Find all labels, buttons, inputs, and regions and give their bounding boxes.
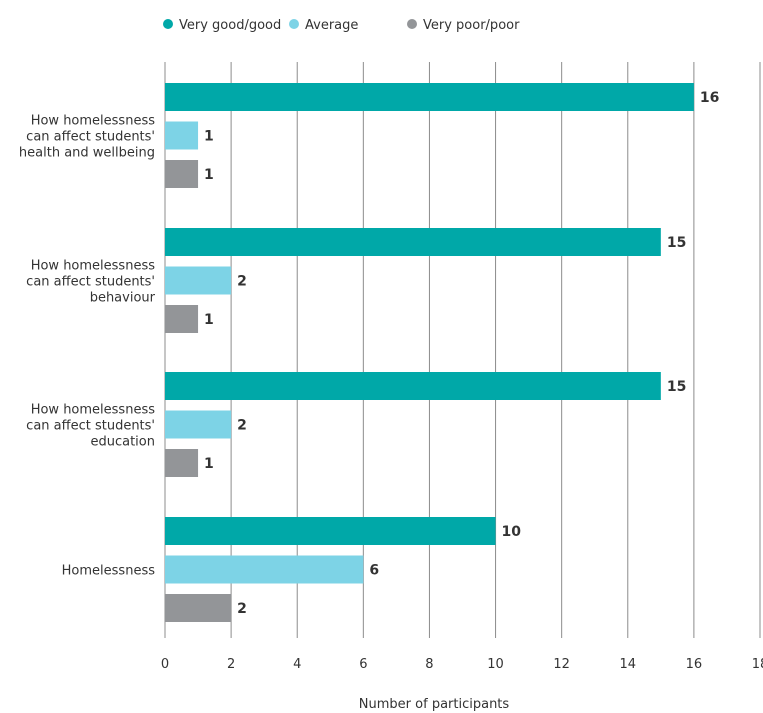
category-label-line: can affect students'	[26, 275, 155, 290]
bar	[165, 266, 232, 295]
category-label-line: How homelessness	[31, 403, 156, 418]
bar-value-label: 2	[237, 601, 247, 617]
x-tick-label: 12	[553, 657, 570, 672]
x-tick-label: 4	[293, 657, 301, 672]
category-label: How homelessness can affect students' beha…	[26, 259, 155, 306]
category-label-line: Homelessness	[62, 564, 156, 579]
category-label: How homelessness can affect students' heal…	[19, 114, 155, 161]
bar	[165, 228, 661, 256]
bar-value-label: 16	[700, 90, 719, 106]
x-tick-label: 16	[686, 657, 703, 672]
legend-label: Very good/good	[179, 18, 281, 33]
bar-value-label: 15	[667, 379, 686, 395]
category-label-line: health and wellbeing	[19, 146, 155, 161]
legend: Very good/good Average Very poor/poor	[163, 18, 520, 33]
bar-value-label: 1	[204, 167, 214, 183]
legend-swatch	[163, 19, 173, 29]
bar	[165, 555, 364, 584]
category-label-line: can affect students'	[26, 419, 155, 434]
bar	[165, 305, 199, 333]
x-axis-title: Number of participants	[359, 697, 510, 712]
bar-value-label: 1	[204, 129, 214, 145]
legend-swatch	[407, 19, 417, 29]
category-label-line: behaviour	[90, 291, 156, 306]
x-tick-label: 18	[752, 657, 763, 672]
category-labels: How homelessness can affect students' heal…	[19, 114, 156, 579]
x-tick-label: 6	[359, 657, 367, 672]
bar	[165, 594, 232, 622]
bars	[165, 83, 694, 622]
bar-value-label: 6	[369, 563, 379, 579]
value-labels: 16 1 1 15 2 1 15 2 1 10 6 2	[204, 90, 719, 617]
category-label: Homelessness	[62, 564, 156, 579]
x-tick-label: 10	[487, 657, 504, 672]
category-label: How homelessness can affect students' educ…	[26, 403, 155, 450]
legend-label: Average	[305, 18, 358, 33]
x-tick-label: 8	[425, 657, 433, 672]
legend-label: Very poor/poor	[423, 18, 520, 33]
bar	[165, 449, 199, 477]
bar	[165, 372, 661, 400]
bar	[165, 517, 496, 545]
bar-value-label: 1	[204, 456, 214, 472]
bar	[165, 160, 199, 188]
grid	[164, 62, 761, 638]
category-label-line: How homelessness	[31, 114, 156, 129]
bar	[165, 121, 199, 150]
bar-value-label: 10	[502, 524, 522, 540]
bar-value-label: 1	[204, 312, 214, 328]
category-label-line: can affect students'	[26, 130, 155, 145]
x-tick-label: 0	[161, 657, 169, 672]
bar	[165, 83, 694, 111]
legend-swatch	[289, 19, 299, 29]
x-axis-ticks: 0 2 4 6 8 10 12 14 16 18	[161, 657, 763, 672]
x-tick-label: 14	[620, 657, 637, 672]
x-tick-label: 2	[227, 657, 235, 672]
category-label-line: How homelessness	[31, 259, 156, 274]
bar	[165, 410, 232, 439]
category-label-line: education	[90, 435, 155, 450]
bar-value-label: 15	[667, 235, 686, 251]
bar-value-label: 2	[237, 274, 247, 290]
bar-value-label: 2	[237, 418, 247, 434]
